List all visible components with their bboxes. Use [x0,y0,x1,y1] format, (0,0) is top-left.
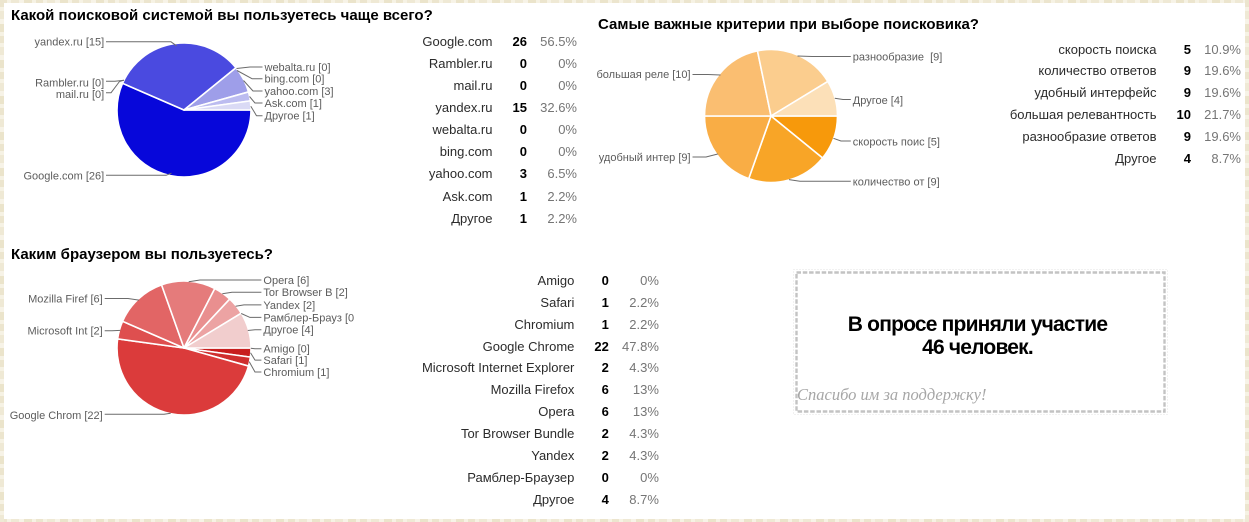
svg-text:Другое [4]: Другое [4] [853,95,903,107]
svg-text:yahoo.com [3]: yahoo.com [3] [265,86,334,98]
svg-text:скорость поис [5]: скорость поис [5] [853,136,940,148]
svg-text:Safari [1]: Safari [1] [263,355,307,367]
svg-text:webalta.ru [0]: webalta.ru [0] [264,62,331,74]
svg-text:Другое [1]: Другое [1] [265,111,315,123]
svg-text:Tor Browser B [2]: Tor Browser B [2] [263,287,347,299]
svg-text:Google.com [26]: Google.com [26] [23,171,104,183]
svg-text:Yandex [2]: Yandex [2] [263,300,315,312]
svg-text:Opera [6]: Opera [6] [263,275,309,287]
svg-text:Microsoft Int [2]: Microsoft Int [2] [27,326,102,338]
svg-text:Rambler.ru [0]: Rambler.ru [0] [35,77,104,89]
svg-text:Рамблер-Брауз [0: Рамблер-Брауз [0 [263,312,354,324]
svg-text:количество от [9]: количество от [9] [853,177,940,189]
svg-text:Другое [4]: Другое [4] [263,325,313,337]
svg-text:bing.com [0]: bing.com [0] [265,74,325,86]
svg-text:удобный интер [9]: удобный интер [9] [599,152,691,164]
svg-text:Ask.com [1]: Ask.com [1] [265,98,322,110]
svg-text:Mozilla Firef [6]: Mozilla Firef [6] [28,293,103,305]
svg-text:большая реле [10]: большая реле [10] [597,69,691,81]
svg-text:yandex.ru [15]: yandex.ru [15] [34,37,104,49]
svg-text:Chromium [1]: Chromium [1] [263,367,329,379]
svg-text:Google Chrom [22]: Google Chrom [22] [10,410,103,422]
svg-text:mail.ru [0]: mail.ru [0] [56,89,104,101]
svg-text:разнообразие [9]: разнообразие [9] [853,52,943,64]
svg-text:Amigo [0]: Amigo [0] [263,344,309,356]
